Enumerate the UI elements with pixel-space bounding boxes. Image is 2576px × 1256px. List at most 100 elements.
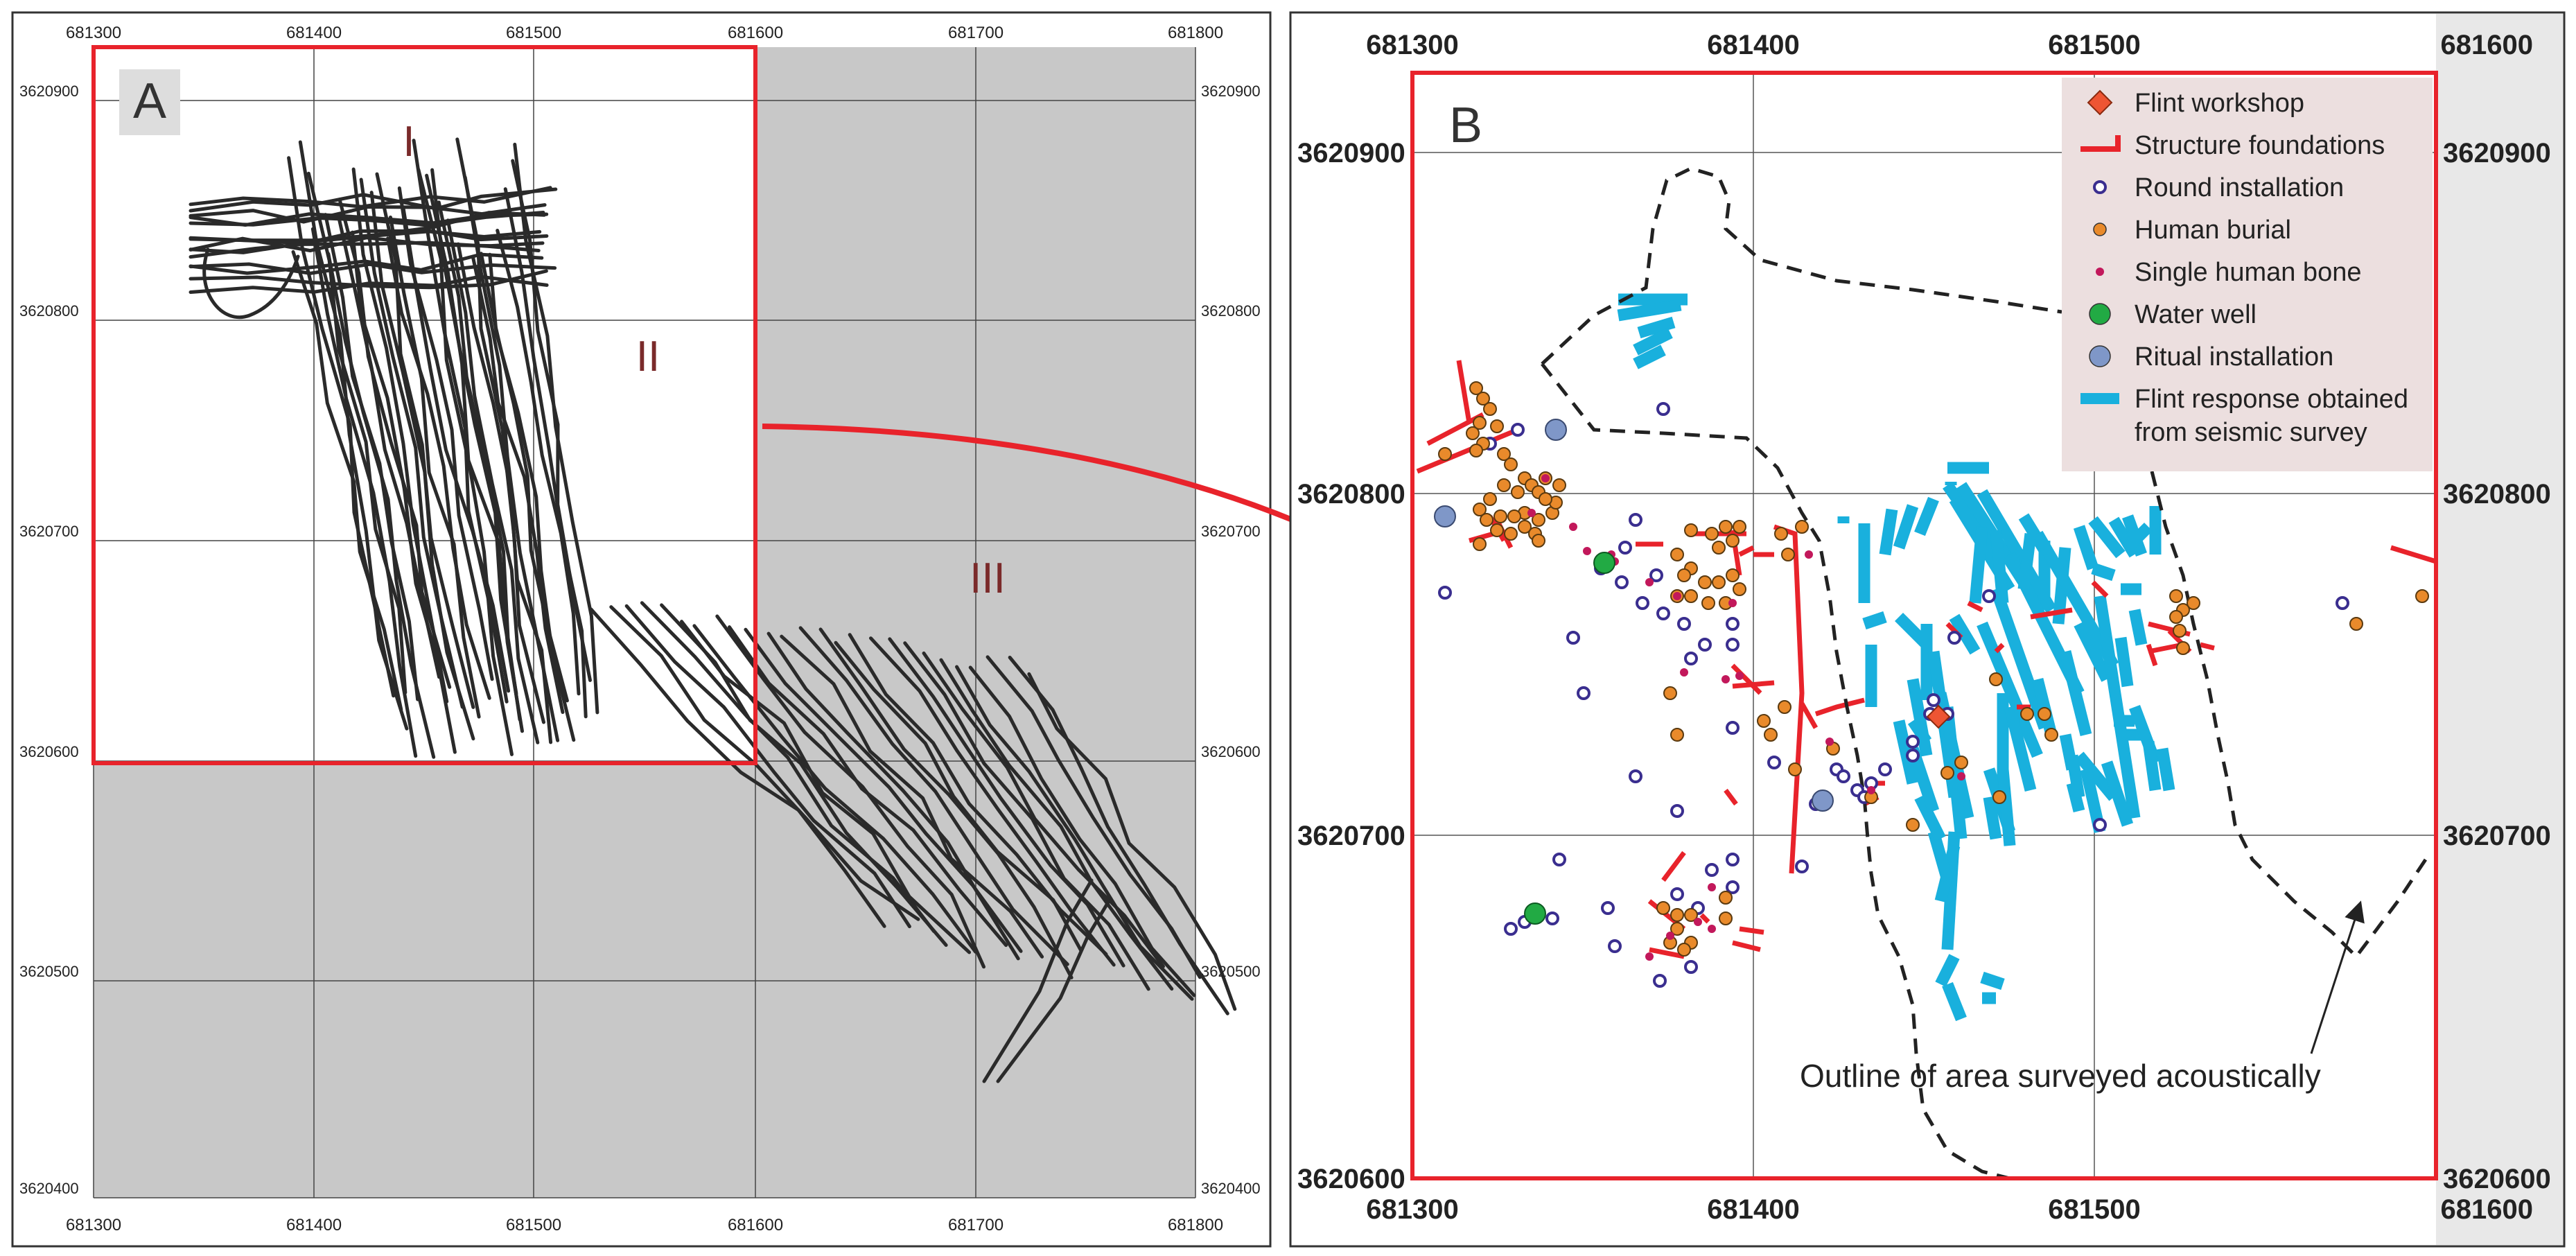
flint-response-bar <box>2114 636 2134 688</box>
single-human-bone-marker <box>1666 932 1674 940</box>
legend-item: Ritual installation <box>2089 342 2333 372</box>
flint-response-bar <box>1990 587 2051 730</box>
panel-b-tick-labels: 681300 681300 681400 681400 681500 681500 6816… <box>1297 30 2551 1225</box>
site-features <box>1434 381 2429 988</box>
round-installation-marker <box>1684 960 1698 974</box>
human-burial-marker <box>1757 714 1771 728</box>
human-burial-marker <box>1483 492 1497 506</box>
flint-response-bar <box>2094 595 2141 819</box>
y-tick-label-left: 3620600 <box>19 743 79 760</box>
y-tick-label-right: 3620700 <box>1201 523 1261 540</box>
legend-flint-bar-icon <box>2080 393 2119 404</box>
survey-trace <box>624 604 911 929</box>
y-tick-label-left: 3620400 <box>19 1180 79 1197</box>
structure-foundation <box>2030 607 2073 620</box>
structure-foundation <box>1994 643 2005 654</box>
human-burial-marker <box>1726 568 1740 582</box>
human-burial-marker <box>1670 548 1684 561</box>
survey-trace <box>471 254 565 714</box>
human-burial-marker <box>1992 790 2006 804</box>
flint-response-bars <box>1617 293 2175 1022</box>
round-installation-marker <box>1767 756 1781 769</box>
ritual-installation-marker <box>1434 505 1456 527</box>
structure-foundation <box>1661 851 1686 882</box>
y-tick-label-left: 3620700 <box>1297 821 1405 851</box>
flint-response-bar <box>1633 344 1666 369</box>
y-tick-label-left: 3620700 <box>19 523 79 540</box>
structure-foundation <box>2390 545 2437 564</box>
human-burial-marker <box>1497 478 1511 492</box>
human-burial-marker <box>1504 457 1518 471</box>
survey-trace <box>291 250 403 712</box>
survey-trace <box>982 878 1094 1083</box>
human-burial-marker <box>1698 575 1712 589</box>
flint-response-bar <box>1983 796 2002 840</box>
round-installation-marker <box>1615 575 1629 589</box>
y-tick-label-left: 3620800 <box>1297 479 1405 509</box>
human-burial-marker <box>1663 686 1677 700</box>
panel-a-traces <box>189 137 1237 1083</box>
single-human-bone-marker <box>1805 550 1813 559</box>
survey-trace <box>388 215 481 719</box>
survey-trace <box>996 899 1111 1083</box>
flint-response-bar <box>1617 299 1682 322</box>
legend: Flint workshop Structure foundations Round… <box>2062 78 2433 471</box>
round-installation-marker <box>1577 686 1591 700</box>
x-tick-label-bottom: 681300 <box>1366 1194 1458 1225</box>
x-tick-label-top: 681500 <box>506 24 561 42</box>
human-burial-marker <box>1493 509 1507 523</box>
panel-a-inset-frame <box>91 45 757 765</box>
survey-trace <box>848 633 1108 956</box>
survey-trace <box>968 665 1196 997</box>
human-burial-marker <box>1466 426 1480 440</box>
survey-trace <box>1027 672 1237 1011</box>
human-burial-marker <box>1684 589 1698 603</box>
flint-response-bar <box>2123 522 2153 552</box>
human-burial-marker <box>1438 447 1452 461</box>
human-burial-marker <box>1719 912 1733 925</box>
round-installation-marker <box>1795 860 1809 873</box>
survey-trace <box>766 631 1020 961</box>
human-burial-marker <box>2169 610 2183 624</box>
single-human-bone-marker <box>1673 592 1681 600</box>
round-installation-marker <box>1837 769 1850 783</box>
legend-item: Human burial <box>2093 216 2291 245</box>
zone-label-i: I <box>403 118 414 166</box>
round-installation-marker <box>1656 607 1670 620</box>
round-installation-marker <box>1726 721 1740 735</box>
structure-foundation <box>1814 697 1865 717</box>
round-installation-marker <box>1618 541 1632 555</box>
legend-label: Human burial <box>2135 216 2291 245</box>
legend-structure-icon <box>2080 135 2121 152</box>
flint-response-bar <box>2101 760 2134 827</box>
legend-item: Structure foundations <box>2080 131 2385 160</box>
human-burial-marker <box>1719 891 1733 905</box>
survey-trace <box>446 218 540 744</box>
survey-trace <box>488 252 576 742</box>
survey-trace <box>1008 655 1229 1015</box>
structure-foundation <box>1649 947 1685 959</box>
round-installation-marker <box>1927 693 1940 707</box>
single-human-bone-marker <box>1735 672 1744 680</box>
human-burial-marker <box>1473 537 1487 551</box>
flint-response-bar <box>1893 504 1919 550</box>
single-human-bone-marker <box>1694 918 1702 926</box>
human-burial-marker <box>2044 728 2058 742</box>
flint-response-bar <box>1637 316 1676 339</box>
round-installation-marker <box>1511 423 1525 437</box>
round-installation-marker <box>1438 586 1452 600</box>
single-human-bone-marker <box>1957 772 1965 780</box>
x-tick-label-bottom: 681500 <box>2048 1194 2140 1225</box>
round-installation-marker <box>1636 596 1649 610</box>
human-burial-marker <box>1677 568 1691 582</box>
human-burial-marker <box>1656 901 1670 915</box>
human-burial-marker <box>2169 589 2183 603</box>
round-installation-marker <box>1906 735 1920 749</box>
x-tick-label-top: 681400 <box>286 24 342 42</box>
y-tick-label-right: 3620900 <box>2443 138 2551 168</box>
survey-trace <box>189 269 548 290</box>
water-well-marker <box>1593 552 1615 574</box>
survey-outline <box>1541 166 2428 1180</box>
flint-response-bar <box>1633 327 1673 356</box>
legend-bone-icon <box>2096 268 2104 276</box>
